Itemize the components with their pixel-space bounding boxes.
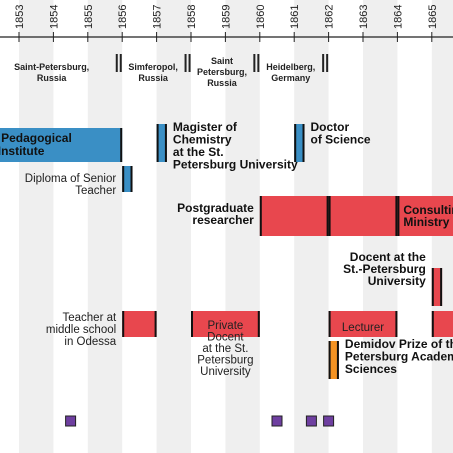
- year-tick-label: 1853: [14, 5, 26, 29]
- location-boundary: [188, 54, 191, 72]
- event-bar-work: [397, 196, 453, 236]
- year-band: [156, 0, 191, 453]
- event-edge: [328, 311, 331, 337]
- year-tick-label: 1858: [186, 5, 198, 29]
- event-label: Demidov Prize of the Petersburg Academy Sc…: [345, 337, 453, 376]
- event-marker: [323, 415, 335, 427]
- location-label: Simferopol, Russia: [128, 62, 178, 83]
- event-bar-education: [0, 128, 123, 162]
- event-label: Lecturer: [342, 322, 384, 334]
- event-bar-work: [328, 196, 398, 236]
- event-edge: [431, 311, 434, 337]
- event-marker: [305, 415, 317, 427]
- year-tick-label: 1855: [83, 5, 95, 29]
- event-bar-education: [122, 166, 133, 192]
- event-edge: [395, 196, 398, 236]
- event-label: Magister of Chemistry at the St. Petersburg…: [173, 120, 298, 172]
- location-label: Heidelberg, Germany: [266, 62, 315, 83]
- event-bar-work: [191, 311, 260, 337]
- event-label: Docent at the St.-Petersburg University: [343, 250, 426, 288]
- event-label: Private Docent at the St. Petersburg Univers…: [197, 320, 253, 378]
- event-bar-award: [328, 341, 339, 379]
- event-edge: [328, 341, 331, 379]
- event-label: Teacher at middle school in Odessa: [46, 312, 117, 348]
- event-bar-work: [259, 196, 329, 236]
- event-edge: [440, 268, 443, 306]
- event-edge: [302, 124, 305, 162]
- event-edge: [294, 124, 297, 162]
- event-edge: [431, 268, 434, 306]
- location-boundary: [322, 54, 325, 72]
- event-edge: [191, 311, 193, 337]
- event-edge: [164, 124, 167, 162]
- event-edge: [395, 311, 398, 337]
- year-tick-label: 1856: [117, 5, 129, 29]
- event-edge: [120, 128, 123, 162]
- year-tick-label: 1863: [358, 5, 370, 29]
- event-edge: [257, 311, 260, 337]
- year-band: [225, 0, 260, 453]
- year-band: [19, 0, 54, 453]
- event-edge: [154, 311, 157, 337]
- event-edge: [259, 196, 262, 236]
- event-bar-education: [294, 124, 305, 162]
- event-marker: [271, 415, 283, 427]
- year-tick-label: 1860: [255, 5, 267, 29]
- location-boundary: [115, 54, 118, 72]
- event-edge: [130, 166, 133, 192]
- event-label: Diploma of Senior Teacher: [25, 173, 117, 197]
- year-tick-label: 1864: [392, 5, 404, 29]
- location-boundary: [326, 54, 329, 72]
- event-bar-work: [122, 311, 157, 337]
- year-tick-label: 1865: [427, 5, 439, 29]
- event-bar-education: [156, 124, 167, 162]
- year-tick-label: 1854: [48, 5, 60, 29]
- location-boundary: [257, 54, 260, 72]
- event-edge: [156, 124, 159, 162]
- year-tick-label: 1857: [152, 5, 164, 29]
- location-boundary: [253, 54, 256, 72]
- year-tick-label: 1861: [289, 5, 301, 29]
- event-bar-work: [431, 268, 443, 306]
- event-edge: [326, 196, 329, 236]
- year-band: [87, 0, 123, 453]
- event-bar-work: [431, 311, 453, 337]
- year-tick-label: 1859: [220, 5, 232, 29]
- event-edge: [336, 341, 339, 379]
- event-edge: [328, 196, 331, 236]
- location-label: Saint-Petersburg, Russia: [14, 62, 89, 83]
- event-label: ConsultingMinistry of: [403, 203, 453, 229]
- event-edge: [397, 196, 400, 236]
- year-tick-label: 1862: [324, 5, 336, 29]
- event-edge: [122, 166, 125, 192]
- location-boundary: [184, 54, 187, 72]
- event-edge: [122, 311, 125, 337]
- event-bar-work: [328, 311, 398, 337]
- event-marker: [65, 415, 77, 427]
- location-boundary: [119, 54, 122, 72]
- event-label: Postgraduate researcher: [177, 201, 254, 227]
- location-label: Saint Petersburg, Russia: [197, 56, 247, 88]
- event-label: Doctor of Science: [311, 120, 371, 147]
